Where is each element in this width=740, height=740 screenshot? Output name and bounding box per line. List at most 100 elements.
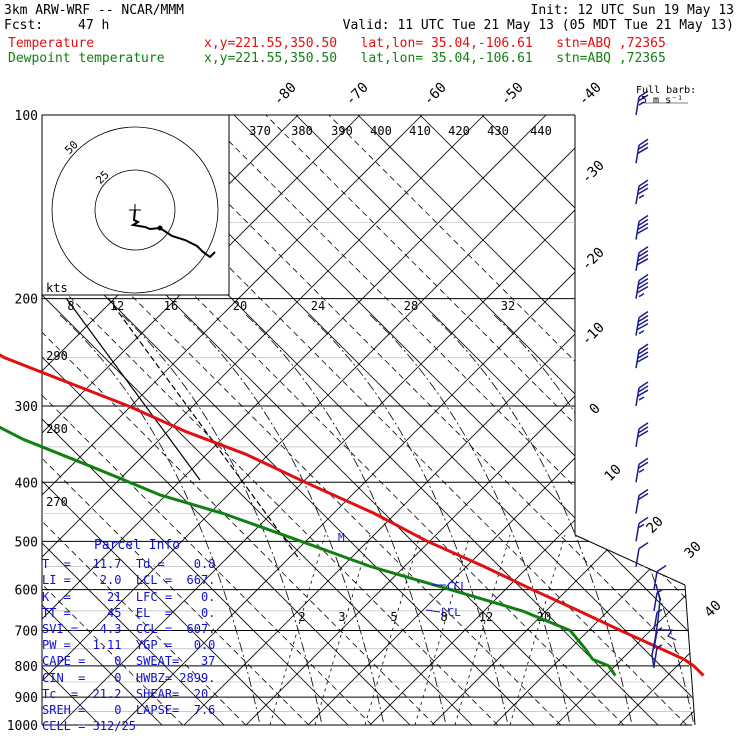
wind-barb-flag	[636, 355, 649, 363]
hodograph-ring-25	[94, 169, 176, 251]
isotherm-line	[42, 115, 625, 725]
hodograph-speed-label: 8	[67, 299, 74, 313]
wind-barb-flag	[638, 457, 649, 465]
isotherm-line	[42, 115, 436, 725]
isotherm-line	[42, 115, 310, 725]
wind-barb-staff	[653, 571, 658, 590]
parcel-info-row: SVI = 4.3 CCL = 607.	[42, 622, 216, 637]
hodograph-speed-label: 28	[404, 299, 418, 313]
adiabat-line	[233, 115, 695, 725]
parcel-info-panel: Parcel Info T = 11.7 Td = 0.8 LI = 2.0 L…	[42, 538, 232, 734]
dry-adiabat-line	[42, 115, 557, 725]
wind-barb-flag	[638, 315, 649, 323]
wind-barb-staff	[653, 647, 658, 667]
parcel-info-row: LI = 2.0 LCL = 667.	[42, 573, 216, 588]
mixing-ratio-line	[364, 534, 421, 725]
wind-barb-flag	[637, 187, 649, 195]
moist-adiabat-line	[493, 314, 695, 725]
wind-barb-half-flag	[638, 194, 645, 199]
pressure-label-100: 100	[15, 109, 38, 124]
moist-adiabat-label: 270	[46, 495, 68, 509]
wind-barb-flag	[636, 226, 649, 235]
parcel-info-row: K = 21 LFC = 0.	[42, 589, 216, 604]
dry-adiabat-line	[42, 115, 433, 725]
wind-barb-half-flag	[656, 627, 663, 632]
wind-barb-staff	[635, 548, 640, 567]
moist-adiabat-line	[307, 314, 509, 725]
isotherm-label: -60	[421, 80, 450, 109]
wind-barb-staff	[635, 221, 640, 240]
wind-barb-staff	[635, 317, 640, 336]
pressure-label-1000: 1000	[7, 719, 38, 734]
adiabat-line	[295, 115, 695, 725]
moist-adiabat-label: 290	[46, 349, 68, 363]
wind-barb-flag	[638, 277, 649, 286]
model-title: 3km ARW-WRF -- NCAR/MMM	[4, 3, 185, 18]
init-time: Init: 12 UTC Sun 19 May 13	[530, 3, 735, 18]
isotherm-label: -70	[343, 80, 372, 109]
parcel-info-row: TT = 45 EL = 0.	[42, 605, 216, 620]
dewpoint-profile-line	[0, 425, 617, 677]
wind-barb-flag	[638, 214, 649, 223]
wind-barb-half-flag	[638, 292, 645, 298]
mixing-ratio-line	[269, 534, 326, 725]
fcst-label: Fcst:	[4, 18, 44, 33]
dry-adiabat-line	[679, 115, 695, 725]
dry-adiabat-line	[245, 115, 695, 725]
isotherm-line	[202, 115, 695, 725]
hodograph-ring-50	[51, 126, 219, 294]
hodograph-speed-label: 16	[164, 299, 178, 313]
hodograph-speed-ray	[65, 297, 201, 481]
hodograph-speed-label: 20	[233, 299, 247, 313]
wind-barb-flag	[638, 381, 649, 389]
isotherm-label: 0	[587, 401, 604, 418]
wind-barb-flag	[638, 179, 649, 187]
dry-adiabat-label: 440	[530, 124, 552, 138]
wind-barb-flag	[637, 430, 649, 438]
adiabat-line	[42, 115, 163, 725]
wind-barb-flag	[638, 541, 649, 550]
wind-barb-flag	[637, 281, 649, 290]
fcst-value: 47 h	[78, 18, 110, 33]
wind-barb-flag	[638, 516, 649, 524]
parcel-info-row: Tc = 21.2 SHEAR= 20.	[42, 686, 216, 701]
temperature-station-info: x,y=221.55,350.50 lat,lon= 35.04,-106.61…	[204, 36, 666, 51]
dry-adiabat-line	[555, 115, 695, 725]
wind-barb-flag	[638, 347, 649, 355]
wind-barb-flag	[638, 461, 649, 469]
frame-right-lower	[684, 584, 696, 726]
wind-barb-flag	[638, 422, 649, 430]
wind-barb-staff	[635, 464, 640, 483]
dry-adiabat-label: 370	[249, 124, 271, 138]
dry-adiabat-label: 400	[370, 124, 392, 138]
wind-barb-flag	[638, 311, 649, 319]
isotherm-line	[42, 115, 184, 725]
hodograph-speed-label: 32	[501, 299, 515, 313]
wind-barb-flag	[638, 385, 649, 393]
mixing-ratio-label: 8	[440, 610, 447, 624]
isotherm-label: -30	[579, 158, 608, 187]
adiabat-line	[419, 115, 695, 725]
wind-barb-flag	[637, 254, 649, 262]
pressure-label-400: 400	[15, 476, 38, 491]
hodograph-speed-ray	[107, 297, 301, 561]
wind-barb-flag	[638, 138, 649, 146]
dry-adiabat-line	[42, 115, 619, 725]
wind-barb-flag	[638, 142, 649, 150]
dry-adiabat-label: 390	[331, 124, 353, 138]
barb-legend-title: Full barb:	[636, 85, 696, 96]
moist-adiabat-line	[369, 314, 571, 725]
isotherm-label: -10	[579, 320, 608, 349]
dry-adiabat-line	[42, 115, 495, 725]
dry-adiabat-line	[493, 115, 695, 725]
wind-barb-half-flag	[638, 396, 645, 401]
wind-barb-half-flag	[638, 101, 645, 106]
wind-barb-staff	[653, 592, 658, 612]
wind-barb-staff	[635, 96, 640, 116]
dewpoint-legend: Dewpoint temperature	[8, 51, 165, 66]
pressure-label-900: 900	[15, 691, 38, 706]
wind-barb-flag	[637, 319, 649, 327]
isotherm-line	[139, 115, 695, 725]
wind-barb-flag	[638, 218, 649, 227]
